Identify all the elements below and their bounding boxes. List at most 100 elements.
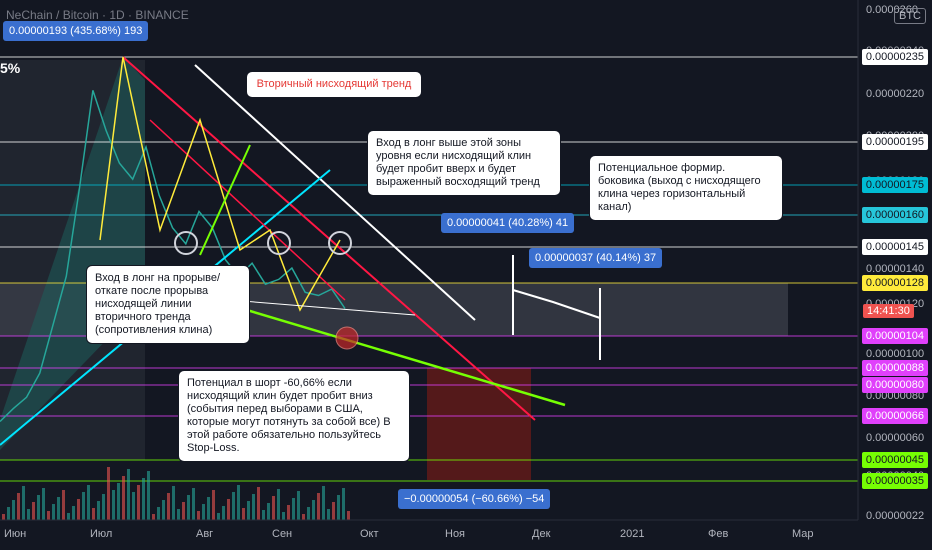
- secondary-trend-line: [194, 64, 476, 321]
- volume-bar: [92, 508, 95, 520]
- volume-bar: [177, 509, 180, 520]
- volume-bar: [247, 501, 250, 520]
- volume-bar: [162, 500, 165, 520]
- volume-bar: [277, 489, 280, 520]
- zigzag-pattern: [99, 56, 341, 312]
- volume-bar: [307, 507, 310, 520]
- volume-bar: [97, 501, 100, 520]
- volume-bar: [347, 511, 350, 520]
- pct-badge: 5%: [0, 60, 21, 76]
- volume-bar: [272, 496, 275, 520]
- volume-bar: [167, 493, 170, 520]
- volume-bar: [87, 485, 90, 520]
- volume-bar: [102, 494, 105, 520]
- volume-bar: [192, 488, 195, 520]
- x-tick-label: Дек: [532, 528, 551, 540]
- volume-bar: [232, 492, 235, 520]
- wedge-fill: [0, 57, 145, 450]
- volume-bar: [302, 514, 305, 520]
- volume-bar: [187, 495, 190, 520]
- currency-badge[interactable]: BTC: [894, 8, 926, 24]
- price-tag: 0.00000235: [861, 49, 928, 65]
- volume-bar: [127, 469, 130, 520]
- volume-bar: [72, 506, 75, 520]
- measure-2: 0.00000037 (40.14%) 37: [529, 248, 663, 268]
- touch-circle: [174, 231, 198, 255]
- volume-bar: [282, 512, 285, 520]
- volume-bar: [37, 495, 40, 520]
- y-tick-label: 0.00000022: [866, 510, 925, 522]
- callout-short: Потенциал в шорт -60,66% если нисходящий…: [178, 370, 410, 462]
- x-tick-label: Окт: [360, 528, 379, 540]
- volume-bar: [27, 509, 30, 520]
- price-tag: 0.00000066: [861, 408, 928, 424]
- volume-bar: [117, 483, 120, 520]
- volume-bar: [257, 487, 260, 520]
- x-tick-label: 2021: [620, 528, 645, 540]
- volume-bar: [172, 486, 175, 520]
- volume-bar: [122, 476, 125, 520]
- volume-bar: [227, 499, 230, 520]
- y-tick-label: 0.00000080: [866, 390, 925, 402]
- measure-1: 0.00000041 (40.28%) 41: [441, 213, 575, 233]
- wedge-support-line: [229, 303, 566, 407]
- measure-bottom: −0.00000054 (−60.66%) −54: [398, 489, 551, 509]
- symbol-title: NeChain / Bitcoin · 1D · BINANCE: [6, 8, 189, 22]
- volume-bar: [337, 495, 340, 520]
- symbol-header: NeChain / Bitcoin · 1D · BINANCE: [6, 8, 189, 22]
- volume-bar: [222, 506, 225, 520]
- volume-bar: [332, 502, 335, 520]
- x-tick-label: Июн: [4, 528, 27, 540]
- callout-long-above: Вход в лонг выше этой зоны уровня если н…: [367, 130, 561, 196]
- volume-bar: [52, 504, 55, 520]
- volume-bar: [252, 494, 255, 520]
- volume-bar: [147, 471, 150, 520]
- x-tick-label: Ноя: [445, 528, 466, 540]
- inner-resistance-line: [149, 119, 346, 301]
- price-tag: 0.00000160: [861, 207, 928, 223]
- volume-bar: [267, 503, 270, 520]
- volume-bar: [107, 467, 110, 520]
- volume-bar: [47, 511, 50, 520]
- volume-bar: [322, 486, 325, 520]
- touch-circle: [267, 231, 291, 255]
- volume-bar: [242, 508, 245, 520]
- volume-bar: [32, 502, 35, 520]
- price-tag: 0.00000175: [861, 177, 928, 193]
- volume-bar: [112, 490, 115, 520]
- y-tick-label: 0.0000260: [866, 4, 918, 16]
- countdown-badge: 14:41:30: [863, 304, 914, 318]
- x-tick-label: Авг: [196, 528, 214, 540]
- callout-long-breakout: Вход в лонг на прорыве/откате после прор…: [86, 265, 250, 344]
- volume-bar: [62, 490, 65, 520]
- y-tick-label: 0.00000220: [866, 88, 925, 100]
- volume-bar: [297, 491, 300, 520]
- y-tick-label: 0.00000100: [866, 348, 925, 360]
- volume-bar: [137, 485, 140, 520]
- volume-bar: [12, 500, 15, 520]
- callout-sideways: Потенциальное формир. боковика (выход с …: [589, 155, 783, 221]
- x-tick-label: Сен: [272, 528, 293, 540]
- y-tick-label: 0.00000060: [866, 432, 925, 444]
- volume-bar: [57, 497, 60, 520]
- breakout-pointer: [229, 299, 416, 316]
- volume-bar: [67, 513, 70, 520]
- volume-bar: [7, 507, 10, 520]
- volume-bar: [197, 511, 200, 520]
- volume-bar: [157, 507, 160, 520]
- volume-bars: [2, 467, 350, 520]
- volume-bar: [312, 500, 315, 520]
- volume-bar: [152, 514, 155, 520]
- volume-bar: [262, 510, 265, 520]
- volume-bar: [217, 513, 220, 520]
- channel-line: [199, 144, 251, 256]
- volume-bar: [132, 492, 135, 520]
- breakdown-circle: [335, 326, 359, 350]
- price-tag: 0.00000045: [861, 452, 928, 468]
- price-line: [0, 90, 346, 423]
- touch-circle: [328, 231, 352, 255]
- sideways-projection: [512, 289, 601, 319]
- x-tick-label: Мар: [792, 528, 814, 540]
- volume-bar: [17, 493, 20, 520]
- volume-bar: [237, 485, 240, 520]
